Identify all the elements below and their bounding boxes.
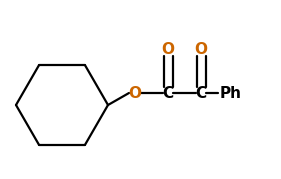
Text: C: C: [196, 86, 207, 100]
Text: O: O: [128, 86, 142, 100]
Text: O: O: [194, 42, 207, 57]
Text: O: O: [162, 42, 175, 57]
Text: Ph: Ph: [220, 86, 242, 100]
Text: C: C: [162, 86, 174, 100]
